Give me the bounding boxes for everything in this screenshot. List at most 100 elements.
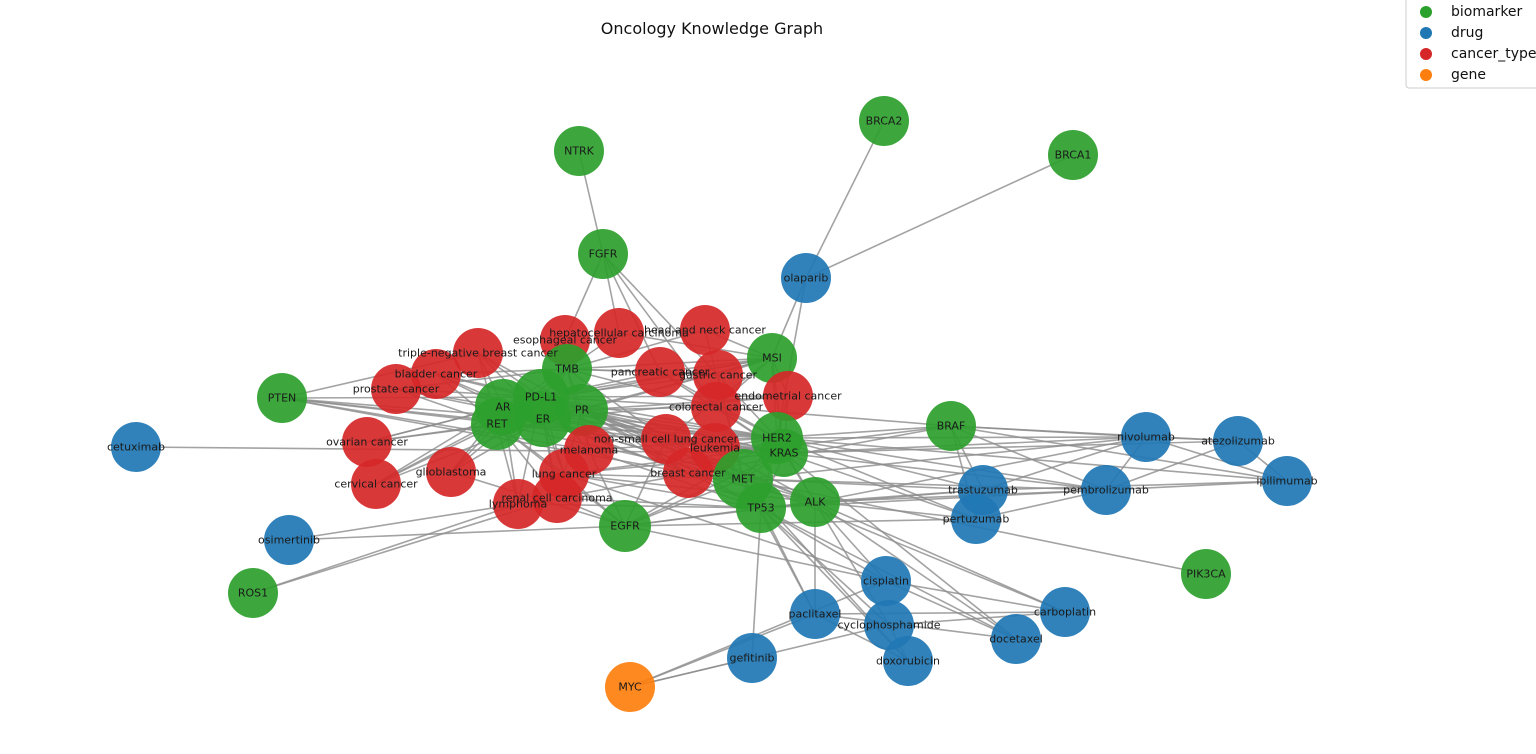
- node-label-gastric-cancer: gastric cancer: [679, 369, 757, 382]
- legend-label-gene: gene: [1451, 67, 1486, 83]
- node-ntrk: [554, 126, 604, 176]
- edge-osimertinib-egfr: [288, 525, 626, 541]
- node-pertuzumab: [951, 494, 1001, 544]
- node-label-ipilimumab: ipilimumab: [1256, 475, 1317, 488]
- node-label-pik3ca: PIK3CA: [1186, 568, 1226, 581]
- nodes-layer: NTRK BRCA2 BRCA1 FGFR olaparib head and neck …: [107, 96, 1318, 712]
- node-label-renal-cell-carcinoma: renal cell carcinoma: [501, 492, 612, 505]
- node-braf: [926, 401, 976, 451]
- node-label-bladder-cancer: bladder cancer: [395, 368, 478, 381]
- node-label-breast-cancer: breast cancer: [650, 467, 726, 480]
- node-tp53: [736, 483, 786, 533]
- legend-box: [1405, 0, 1536, 89]
- node-label-cyclophosphamide: cyclophosphamide: [837, 619, 940, 632]
- edge-paclitaxel-carboplatin: [814, 611, 1066, 615]
- node-ros1: [228, 568, 278, 618]
- edge-pr-endometrial-cancer: [581, 395, 789, 411]
- edge-carboplatin-alk: [814, 501, 1066, 613]
- node-carboplatin: [1040, 587, 1090, 637]
- node-label-cisplatin: cisplatin: [863, 575, 909, 588]
- node-label-pd-l1: PD-L1: [525, 391, 557, 404]
- node-label-pertuzumab: pertuzumab: [943, 513, 1010, 526]
- legend-marker-cancer-type: [1420, 48, 1432, 60]
- edge-nivolumab-met: [742, 436, 1147, 480]
- node-label-her2: HER2: [762, 432, 792, 445]
- edge-brca1-olaparib: [805, 154, 1074, 279]
- node-label-lung-cancer: lung cancer: [532, 468, 597, 481]
- node-label-ntrk: NTRK: [564, 145, 595, 158]
- node-alk: [790, 477, 840, 527]
- node-glioblastoma: [426, 447, 476, 497]
- node-label-atezolizumab: atezolizumab: [1201, 435, 1275, 448]
- node-label-trastuzumab: trastuzumab: [948, 484, 1018, 497]
- node-ret: [471, 398, 523, 450]
- node-label-er: ER: [536, 413, 551, 426]
- node-doxorubicin: [883, 636, 933, 686]
- node-olaparib: [781, 253, 831, 303]
- edge-pertuzumab-kras: [783, 452, 977, 520]
- node-brca2: [859, 96, 909, 146]
- node-pancreatic-cancer: [635, 347, 685, 397]
- node-label-doxorubicin: doxorubicin: [876, 655, 940, 668]
- node-ipilimumab: [1262, 456, 1312, 506]
- node-label-endometrial-cancer: endometrial cancer: [734, 390, 842, 403]
- node-ovarian-cancer: [342, 417, 392, 467]
- node-triple-negative-breast-cancer: [453, 328, 503, 378]
- node-egfr: [599, 500, 651, 552]
- node-pik3ca: [1181, 549, 1231, 599]
- node-label-tmb: TMB: [554, 363, 579, 376]
- node-label-prostate-cancer: prostate cancer: [353, 383, 440, 396]
- node-er: [515, 391, 571, 447]
- node-label-esophageal-cancer: esophageal cancer: [513, 334, 618, 347]
- node-label-leukemia: leukemia: [690, 442, 740, 455]
- legend-label-biomarker: biomarker: [1451, 4, 1523, 20]
- node-label-cetuximab: cetuximab: [107, 441, 165, 454]
- node-label-myc: MYC: [618, 681, 642, 694]
- node-nivolumab: [1121, 412, 1171, 462]
- legend-label-drug: drug: [1451, 25, 1483, 41]
- node-label-egfr: EGFR: [610, 520, 640, 533]
- node-pembrolizumab: [1081, 465, 1131, 515]
- node-label-colorectal-cancer: colorectal cancer: [669, 401, 764, 414]
- edge-cisplatin-carboplatin: [885, 580, 1066, 613]
- node-label-fgfr: FGFR: [589, 248, 618, 261]
- node-prostate-cancer: [371, 364, 421, 414]
- node-label-ovarian-cancer: ovarian cancer: [326, 436, 408, 449]
- node-label-glioblastoma: glioblastoma: [416, 466, 487, 479]
- edge-trastuzumab-her2: [776, 437, 984, 491]
- edge-cyclophosphamide-tp53: [760, 507, 890, 626]
- node-label-lymphoma: lymphoma: [489, 498, 547, 511]
- edge-pertuzumab-her2: [776, 437, 977, 520]
- node-fgfr: [578, 229, 628, 279]
- node-atezolizumab: [1213, 416, 1263, 466]
- node-endometrial-cancer: [763, 371, 813, 421]
- node-colorectal-cancer: [691, 382, 741, 432]
- node-msi: [747, 333, 797, 383]
- node-label-brca1: BRCA1: [1055, 149, 1092, 162]
- edge-pembrolizumab-her2: [776, 437, 1107, 491]
- node-breast-cancer: [663, 448, 713, 498]
- node-cervical-cancer: [351, 459, 401, 509]
- legend-label-cancer-type: cancer_type: [1451, 46, 1536, 62]
- node-pten: [257, 373, 307, 423]
- edge-trastuzumab-met: [742, 478, 984, 491]
- edge-gefitinib-tp53: [751, 507, 762, 659]
- node-myc: [605, 662, 655, 712]
- node-label-head-and-neck-cancer: head and neck cancer: [644, 324, 766, 337]
- node-label-pten: PTEN: [268, 392, 297, 405]
- edge-nivolumab-trastuzumab: [982, 436, 1147, 491]
- node-hepatocellular-carcinoma: [594, 308, 644, 358]
- node-label-ros1: ROS1: [238, 587, 268, 600]
- edge-fgfr-gastric-cancer: [602, 253, 719, 376]
- edge-cisplatin-lung-cancer: [563, 473, 887, 582]
- edge-tp53-renal-cell-carcinoma: [556, 497, 762, 509]
- node-label-non-small-cell-lung-cancer: non-small cell lung cancer: [594, 433, 739, 446]
- edge-braf-colorectal-cancer: [715, 406, 952, 427]
- node-label-docetaxel: docetaxel: [989, 633, 1043, 646]
- node-label-melanoma: melanoma: [560, 444, 618, 457]
- node-paclitaxel: [790, 589, 840, 639]
- node-label-carboplatin: carboplatin: [1034, 606, 1096, 619]
- legend-marker-drug: [1420, 27, 1432, 39]
